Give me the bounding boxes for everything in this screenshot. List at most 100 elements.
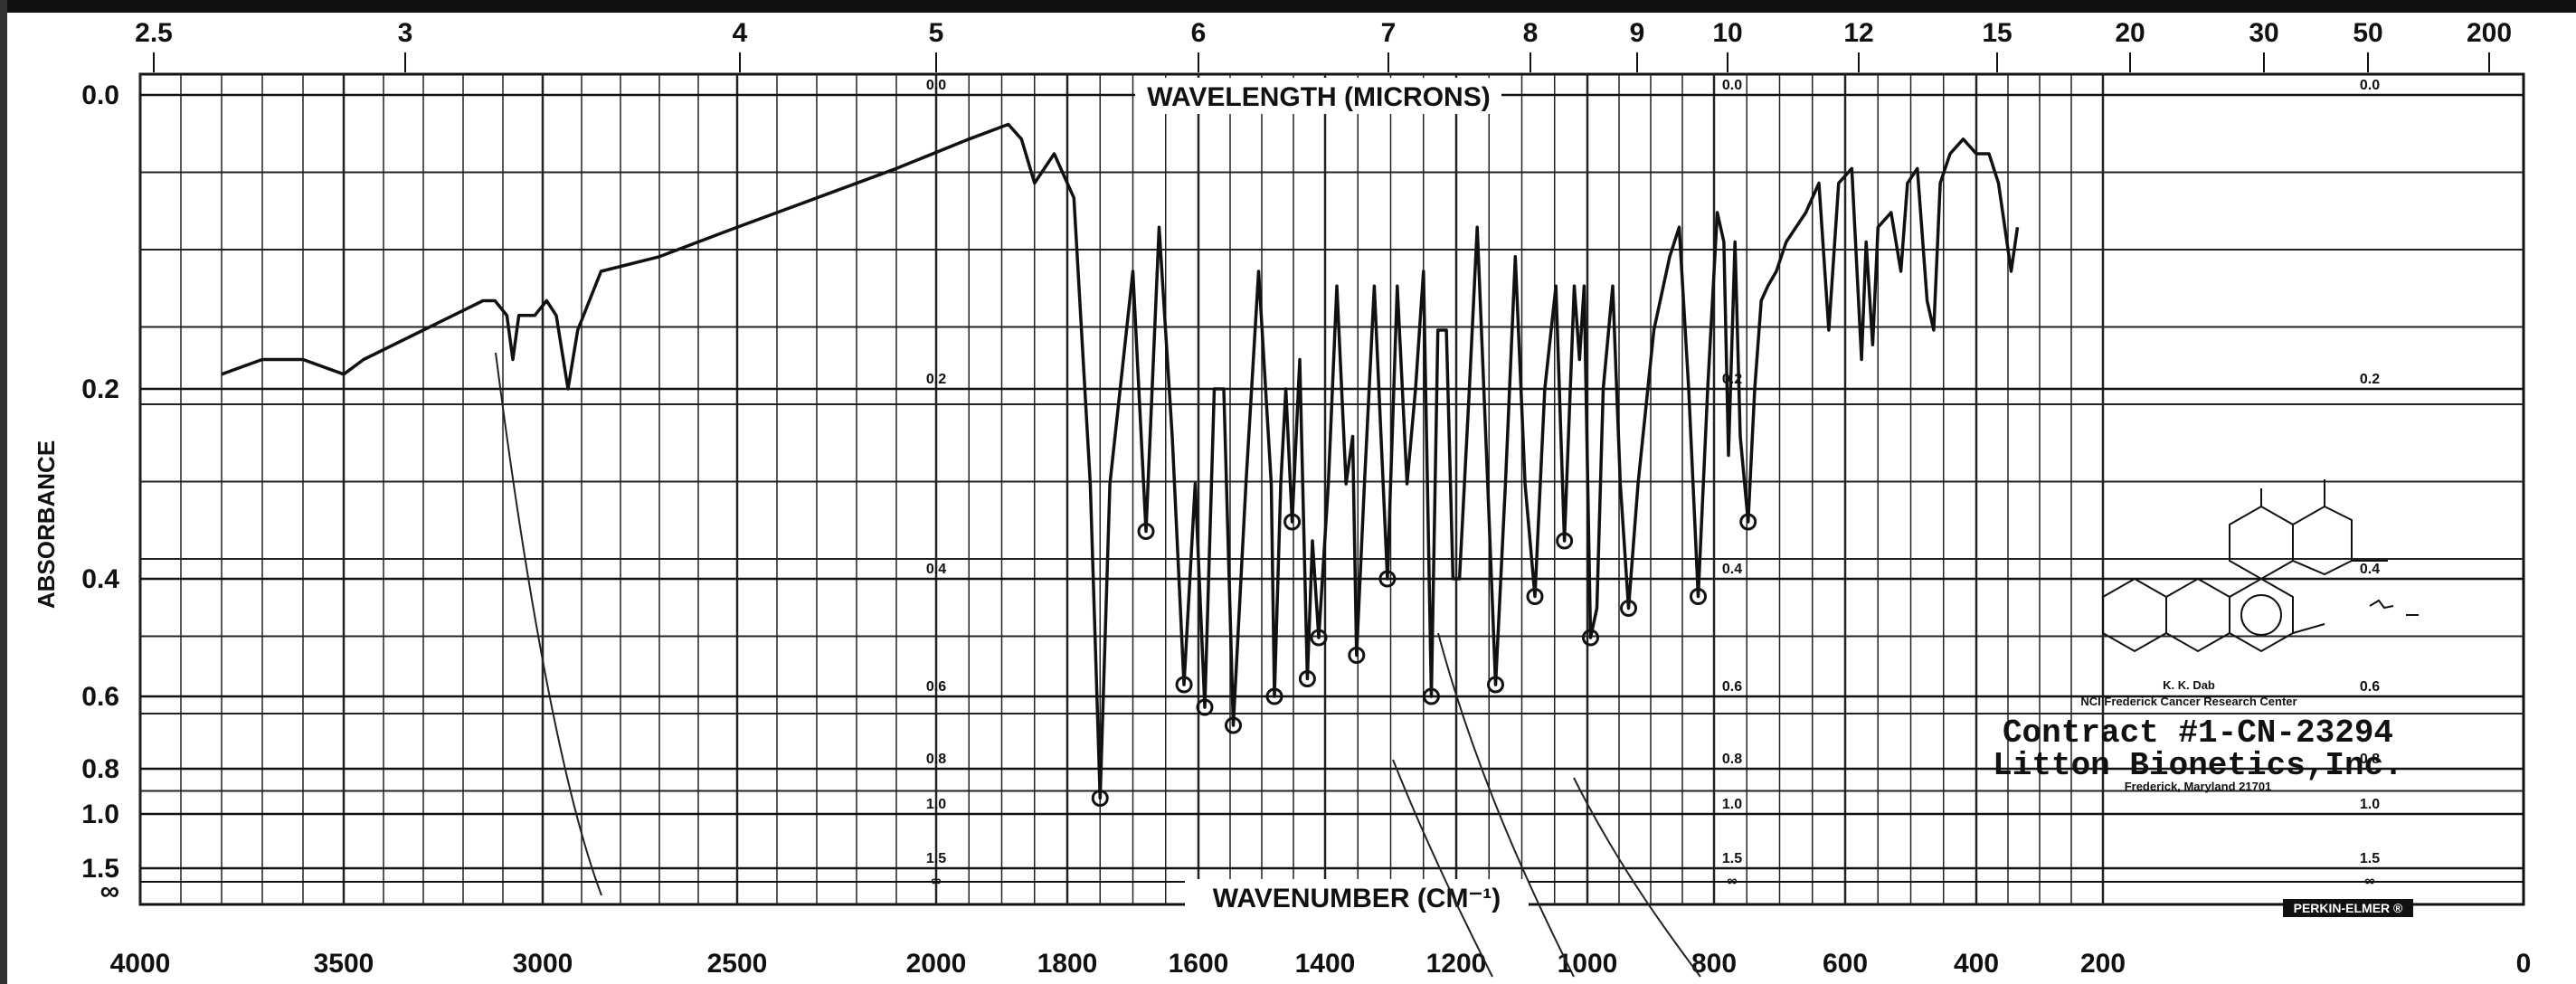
bottom-tick-label: 1800 (1037, 949, 1098, 979)
inner-tick-label: 1.0 (926, 797, 946, 812)
peak-marker (1422, 687, 1440, 705)
bottom-axis-label-box (1185, 879, 1529, 917)
top-tick-label: 8 (1523, 18, 1539, 48)
inner-tick-label: ∞ (1727, 874, 1737, 889)
pen-trace-2 (1392, 759, 1493, 978)
research-center: NCI Frederick Cancer Research Center (2080, 695, 2297, 708)
peak-marker (1265, 687, 1283, 705)
left-axis-label: ABSORBANCE (33, 440, 60, 609)
inner-tick-label: 0.6 (926, 679, 946, 695)
left-tick-label: 1.5 (81, 854, 119, 884)
peak-marker (1526, 588, 1544, 605)
ring-3 (2229, 577, 2294, 653)
peak-marker (1175, 676, 1193, 694)
peak-marker (1487, 676, 1504, 694)
bottom-tick-label: 1400 (1295, 949, 1356, 979)
company-name: Litton Bionetics,Inc. (1993, 747, 2403, 784)
left-tick-label: 0.4 (81, 564, 119, 594)
contract-stamp: K. K. Dab NCI Frederick Cancer Research … (1993, 678, 2403, 793)
handwritten-pen-traces (495, 352, 1701, 978)
inner-tick-label: 0.6 (2360, 679, 2380, 695)
pen-trace-1 (495, 352, 602, 896)
peak-marker (1582, 629, 1599, 647)
molecule-structure-sketch (2102, 479, 2419, 653)
top-dark-border (0, 0, 2576, 13)
left-tick-label: 0.6 (81, 682, 119, 712)
bottom-tick-label: 3000 (513, 949, 573, 979)
bottom-tick-label: 3500 (314, 949, 374, 979)
peak-marker (1620, 600, 1637, 617)
inner-scale-ticks: 0.0 0.2 0.4 0.6 0.8 1.0 1.5 ∞ 0.0 0.2 0.4 0.6 0.8 1.0… (926, 78, 2380, 889)
brand-logo: PERKIN-ELMER ® (2294, 901, 2403, 915)
top-tick-label: 12 (1843, 18, 1873, 48)
top-axis-ticks: 2.5 3 4 5 6 7 8 9 10 12 15 20 30 50 200 (135, 18, 2512, 72)
inner-tick-label: 0.4 (2360, 562, 2380, 577)
inner-tick-label: ∞ (931, 874, 941, 889)
top-tick-label: 50 (2353, 18, 2382, 48)
top-tick-label: 20 (2115, 18, 2145, 48)
left-tick-label: 0.8 (81, 754, 119, 784)
peak-marker (1739, 513, 1757, 531)
top-tick-label: 7 (1381, 18, 1397, 48)
top-tick-label: 5 (929, 18, 944, 48)
peak-marker (1283, 513, 1302, 531)
inner-tick-label: 0.8 (926, 752, 946, 767)
pen-trace-4 (1573, 777, 1701, 978)
company-location: Frederick, Maryland 21701 (2125, 780, 2272, 793)
ring-3-aromatic (2240, 594, 2282, 636)
bottom-axis-ticks: 4000 3500 3000 2500 2000 1800 1600 1400 1200 1000… (110, 949, 2532, 979)
peak-marker (1225, 716, 1242, 734)
bottom-tick-label: 1600 (1169, 949, 1229, 979)
contract-number: Contract #1-CN-23294 (2003, 714, 2393, 752)
peak-marker (1137, 523, 1155, 540)
left-tick-label: 0.2 (81, 374, 119, 404)
inner-tick-label: 0.4 (926, 562, 946, 577)
inner-tick-label: 1.0 (2360, 797, 2380, 812)
methoxy-bond (2292, 623, 2325, 634)
bottom-tick-label: 4000 (110, 949, 171, 979)
inner-tick-label: 1.5 (926, 851, 946, 866)
peak-marker (1690, 588, 1707, 605)
top-axis-label-box (1135, 78, 1501, 114)
peak-marker (1196, 698, 1214, 716)
ring-5 (2292, 505, 2353, 576)
bottom-tick-label: 200 (2080, 949, 2126, 979)
left-tick-label: 1.0 (81, 800, 119, 829)
inner-tick-label: 0.8 (2360, 752, 2380, 767)
inner-tick-label: 0.0 (1722, 78, 1742, 93)
bottom-axis-label: WAVENUMBER (CM⁻¹) (1213, 884, 1501, 913)
left-tick-label: 0.0 (81, 80, 119, 110)
bottom-tick-label: 0 (2516, 949, 2532, 979)
top-tick-label: 4 (733, 18, 748, 48)
left-axis-ticks: 0.0 0.2 0.4 0.6 0.8 1.0 1.5∞ (81, 80, 119, 906)
peak-marker (1378, 570, 1397, 588)
brand-logo-box (2283, 899, 2413, 917)
peak-marker (1310, 629, 1328, 647)
inner-tick-label: 0.4 (1722, 562, 1742, 577)
bottom-tick-label: 1200 (1426, 949, 1487, 979)
top-tick-label: 15 (1982, 18, 2012, 48)
top-tick-label: 9 (1630, 18, 1645, 48)
spectrum-trace (221, 122, 2020, 800)
analyst-name: K. K. Dab (2163, 678, 2215, 692)
left-perforation-edge (0, 0, 7, 984)
inner-tick-label: 0.8 (1722, 752, 1742, 767)
top-axis-label: WAVELENGTH (MICRONS) (1147, 82, 1490, 112)
inner-tick-label: ∞ (2364, 874, 2374, 889)
top-tick-label: 6 (1191, 18, 1207, 48)
inner-tick-label: 1.0 (1722, 797, 1742, 812)
peak-marker (1091, 790, 1109, 807)
inner-tick-label: 0.2 (926, 372, 946, 387)
left-tick-label: ∞ (100, 876, 119, 906)
inner-tick-label: 0.2 (2360, 372, 2380, 387)
bottom-tick-label: 400 (1954, 949, 1999, 979)
top-tick-label: 2.5 (135, 18, 173, 48)
inner-tick-label: 0.0 (926, 78, 946, 93)
bottom-tick-label: 2000 (906, 949, 967, 979)
top-tick-label: 10 (1712, 18, 1742, 48)
top-tick-label: 200 (2467, 18, 2512, 48)
top-tick-label: 30 (2249, 18, 2278, 48)
top-tick-label: 3 (398, 18, 413, 48)
